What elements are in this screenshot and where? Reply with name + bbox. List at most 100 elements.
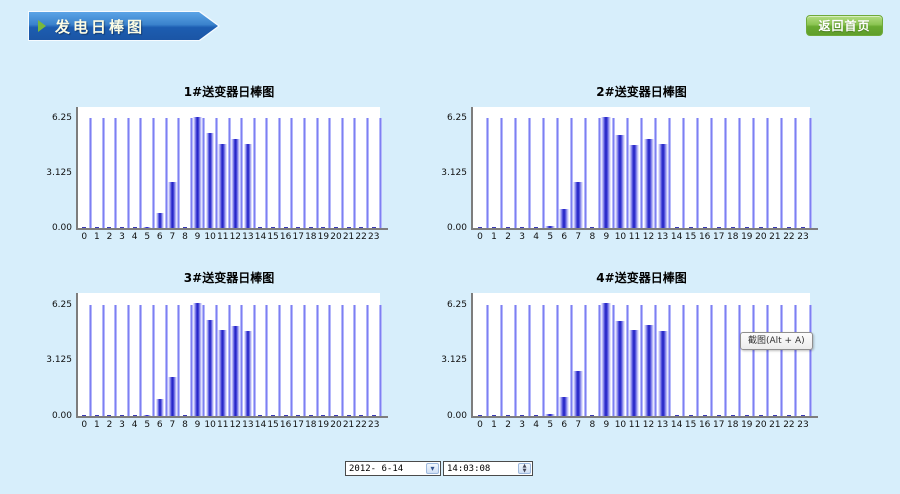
date-picker[interactable]: 2012- 6-14 ▾ — [345, 461, 441, 476]
category-guide-line — [101, 304, 105, 416]
category-guide-line — [527, 118, 531, 228]
category-guide-line — [89, 118, 93, 228]
x-axis-tick-label: 14 — [254, 232, 267, 242]
x-axis-tick-label: 3 — [519, 232, 525, 242]
bar — [321, 414, 326, 416]
category-guide-line — [499, 118, 503, 228]
bar — [168, 181, 177, 228]
bar — [657, 331, 668, 416]
bar — [573, 182, 584, 228]
back-home-button[interactable]: 返回首页 — [806, 15, 883, 36]
x-axis-tick-label: 10 — [204, 232, 216, 242]
bar — [258, 226, 263, 228]
x-axis-tick-label: 19 — [317, 420, 330, 430]
x-axis-tick-label: 12 — [229, 232, 242, 242]
category-guide-line — [315, 118, 319, 228]
x-axis-tick-label: 12 — [642, 232, 655, 242]
bar — [371, 414, 376, 416]
bar — [534, 414, 539, 416]
x-axis-tick-label: 15 — [267, 420, 279, 430]
category-guide-line — [303, 304, 306, 416]
x-axis-tick-label: 22 — [355, 420, 367, 430]
bar — [193, 302, 202, 416]
y-axis-tick-label: 6.25 — [446, 113, 467, 124]
x-axis-tick-label: 23 — [797, 232, 809, 242]
category-guide-line — [682, 304, 686, 416]
y-axis-tick-label: 6.25 — [51, 113, 72, 124]
x-axis-tick-label: 17 — [712, 232, 725, 242]
x-axis-tick-label: 11 — [628, 420, 641, 430]
x-axis-tick-label: 15 — [684, 232, 697, 242]
category-guide-line — [189, 118, 193, 228]
category-guide-line — [625, 118, 629, 228]
category-guide-line — [265, 304, 269, 416]
chart-plot-2: 2#送变器日棒图 6.25 3.125 0.00 0 1 2 3 4 5 6 7 8 9 10 11 12 13 1… — [441, 85, 818, 242]
x-axis-tick-label: 19 — [317, 232, 330, 242]
bar — [142, 227, 152, 228]
category-guide-line — [499, 304, 503, 416]
bar — [688, 226, 693, 228]
x-axis-tick-label: 10 — [204, 420, 216, 430]
x-axis-tick-label: 23 — [367, 420, 380, 430]
category-guide-line — [611, 118, 615, 228]
category-guide-line — [189, 304, 193, 416]
x-axis-tick-label: 17 — [292, 420, 304, 430]
x-axis-tick-label: 20 — [755, 232, 767, 242]
category-guide-line — [365, 118, 369, 228]
spinner-arrows-icon[interactable]: ▲ ▼ — [518, 463, 531, 474]
bar — [283, 226, 288, 228]
category-guide-line — [640, 118, 643, 228]
bar — [94, 226, 99, 228]
date-picker-value: 2012- 6-14 — [349, 464, 404, 474]
category-guide-line — [252, 118, 256, 228]
x-axis-tick-label: 19 — [741, 232, 753, 242]
x-axis-tick-label: 20 — [330, 420, 342, 430]
category-guide-line — [710, 304, 714, 416]
x-axis-tick-label: 3 — [119, 420, 125, 430]
time-picker[interactable]: 14:03:08 ▲ ▼ — [443, 461, 533, 476]
x-axis-tick-label: 17 — [292, 232, 304, 242]
category-guide-line — [752, 304, 756, 416]
bar — [107, 414, 112, 416]
bar — [800, 414, 805, 416]
x-axis-tick-label: 9 — [603, 232, 610, 242]
x-axis-line — [76, 416, 388, 418]
dropdown-arrow-icon[interactable]: ▾ — [426, 463, 439, 474]
x-axis-tick-label: 1 — [94, 420, 100, 430]
category-guide-line — [214, 304, 218, 416]
bar — [155, 399, 165, 416]
category-guide-line — [202, 118, 206, 228]
y-axis-line — [471, 293, 473, 418]
page-title-banner: 发电日棒图 — [28, 11, 220, 41]
bar — [590, 226, 595, 228]
x-axis-tick-label: 15 — [267, 232, 279, 242]
bar — [218, 143, 227, 228]
category-guide-line — [202, 304, 206, 416]
category-guide-line — [265, 118, 269, 228]
x-axis-tick-label: 4 — [533, 232, 540, 242]
x-axis-tick-label: 21 — [769, 232, 781, 242]
bar — [478, 414, 483, 416]
x-axis-tick-label: 2 — [505, 232, 511, 242]
category-guide-line — [126, 118, 130, 228]
bar — [107, 226, 112, 228]
bar — [142, 414, 152, 416]
x-axis-tick-label: 0 — [81, 420, 88, 430]
bar — [702, 414, 707, 416]
x-axis-tick-label: 4 — [131, 232, 138, 242]
category-guide-line — [139, 304, 143, 416]
x-axis-tick-label: 5 — [144, 232, 151, 242]
category-guide-line — [164, 118, 168, 228]
bar — [205, 133, 215, 228]
x-axis-tick-label: 14 — [670, 232, 683, 242]
category-guide-line — [353, 118, 357, 228]
bar — [629, 330, 640, 416]
category-guide-line — [794, 304, 798, 416]
y-axis-tick-label: 6.25 — [51, 299, 72, 310]
bar — [758, 226, 763, 228]
y-axis-tick-label: 6.25 — [446, 299, 467, 310]
category-guide-line — [315, 304, 319, 416]
x-axis-tick-label: 16 — [279, 420, 292, 430]
x-axis-tick-label: 11 — [216, 232, 229, 242]
x-axis-tick-label: 7 — [169, 420, 176, 430]
